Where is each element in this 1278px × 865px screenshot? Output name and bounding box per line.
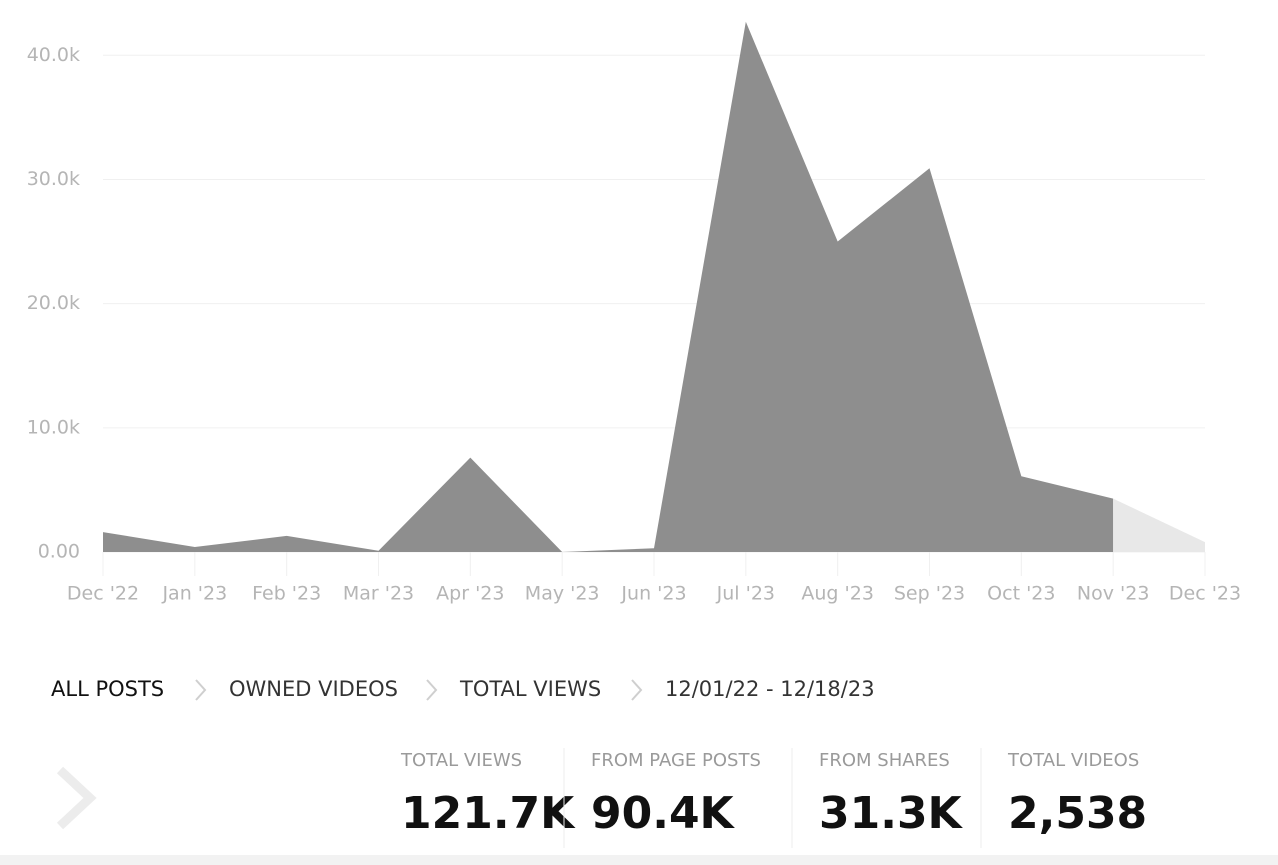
breadcrumb-item[interactable]: TOTAL VIEWS <box>459 677 601 701</box>
plot <box>103 21 1205 552</box>
x-tick-label: Aug '23 <box>801 583 874 605</box>
area <box>103 21 1114 552</box>
stat-label: FROM SHARES <box>819 750 950 771</box>
x-tick-label: Nov '23 <box>1077 583 1150 605</box>
y-tick-label: 30.0k <box>27 168 80 190</box>
x-tick-label: Dec '23 <box>1169 583 1241 605</box>
x-tick-label: Oct '23 <box>987 583 1055 605</box>
x-tick-label: Apr '23 <box>436 583 504 605</box>
y-tick-label: 0.00 <box>38 541 80 563</box>
expand-arrow[interactable] <box>56 766 97 830</box>
stat-label: TOTAL VIEWS <box>400 750 522 771</box>
stat-value: 90.4K <box>591 788 736 839</box>
x-tick-label: Feb '23 <box>252 583 321 605</box>
breadcrumb-chevron <box>426 679 438 701</box>
y-tick-label: 40.0k <box>27 44 80 66</box>
x-tick-label: May '23 <box>525 583 600 605</box>
y-tick-label: 20.0k <box>27 292 80 314</box>
breadcrumb-chevron <box>631 679 643 701</box>
footer-band <box>0 855 1278 865</box>
x-tick-label: Jul '23 <box>716 583 775 605</box>
stat-value: 121.7K <box>401 788 576 839</box>
breadcrumb-item[interactable]: ALL POSTS <box>51 677 164 701</box>
x-tick-label: Sep '23 <box>894 583 965 605</box>
partial-area <box>1113 498 1205 552</box>
stat-value: 2,538 <box>1008 788 1147 839</box>
y-tick-label: 10.0k <box>27 416 80 438</box>
stat-value: 31.3K <box>819 788 964 839</box>
x-tick-label: Mar '23 <box>343 583 414 605</box>
stat-label: FROM PAGE POSTS <box>591 750 761 771</box>
x-tick-label: Jan '23 <box>161 583 227 605</box>
breadcrumb-item[interactable]: 12/01/22 - 12/18/23 <box>665 677 875 701</box>
axis: 0.00 10.0k 20.0k 30.0k 40.0k Dec '22 Jan '23 Fe… <box>27 44 1241 605</box>
stats: TOTAL VIEWS 121.7K FROM PAGE POSTS 90.4K FRO… <box>400 748 1147 848</box>
x-tick-label: Jun '23 <box>620 583 686 605</box>
x-tick-label: Dec '22 <box>67 583 139 605</box>
breadcrumb: ALL POSTS OWNED VIDEOS TOTAL VIEWS 12/01/22… <box>51 677 875 701</box>
breadcrumb-chevron <box>195 679 207 701</box>
stat-label: TOTAL VIDEOS <box>1007 750 1139 771</box>
breadcrumb-item[interactable]: OWNED VIDEOS <box>229 677 398 701</box>
